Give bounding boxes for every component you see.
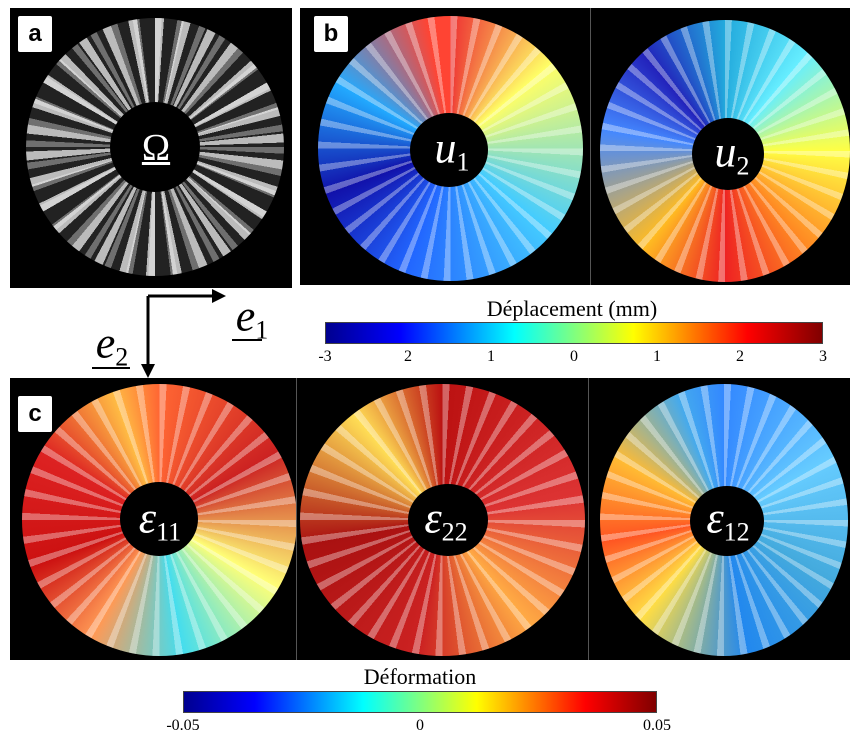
hub — [692, 118, 764, 190]
symbol-base: u — [714, 127, 737, 177]
colorbar-tick-label: -0.05 — [166, 717, 200, 734]
hub — [410, 113, 488, 187]
hub — [408, 484, 488, 556]
symbol-sub: 1 — [255, 315, 269, 345]
colorbar — [325, 322, 823, 344]
hub — [120, 482, 198, 556]
panel-label: c — [18, 396, 52, 432]
symbol-base: ε — [138, 493, 157, 543]
field-map — [22, 384, 297, 656]
colorbar-title: Déformation — [363, 664, 477, 689]
colorbar-tick-label: 0.05 — [643, 717, 671, 734]
symbol-sub: 22 — [441, 517, 468, 547]
symbol-sub: 2 — [736, 151, 750, 181]
colorbar-tick-label: 2 — [736, 348, 744, 365]
panel-a: Ω a — [10, 8, 292, 288]
axis-e1: e1 — [236, 291, 269, 346]
colorbar-tick-label: 0 — [416, 717, 424, 734]
colorbar-tick-label: 1 — [653, 348, 661, 365]
colorbar — [183, 691, 657, 713]
field-symbol: u2 — [715, 127, 750, 182]
colorbar-tick-label: 2 — [404, 348, 412, 365]
rotation-symbol: Ω — [141, 127, 171, 169]
symbol-sub: 2 — [115, 342, 129, 372]
field-symbol: ε11 — [139, 493, 181, 548]
colorbar-tick-label: 3 — [819, 348, 827, 365]
axis-e2: e2 — [96, 318, 129, 373]
symbol-base: ε — [706, 493, 724, 543]
field-symbol: ε22 — [424, 493, 467, 548]
colorbar-title: Déplacement (mm) — [486, 296, 658, 321]
symbol-base: ε — [424, 493, 442, 543]
hub — [110, 102, 200, 192]
symbol-sub: 1 — [456, 147, 470, 177]
colorbar-tick-label: -3 — [318, 348, 332, 365]
symbol-base: e — [95, 318, 116, 368]
hub — [690, 486, 764, 556]
field-symbol: ε12 — [706, 493, 749, 548]
panel-label: a — [18, 16, 52, 52]
symbol-base: u — [434, 123, 457, 173]
panel-label: b — [314, 16, 348, 52]
symbol-base: e — [235, 291, 256, 341]
symbol-sub: 12 — [723, 517, 750, 547]
colorbar-tick-label: 0 — [570, 348, 578, 365]
panel-c: ε11 ε22 ε12 c — [10, 378, 850, 660]
colorbar-tick-label: 1 — [487, 348, 495, 365]
field-map — [300, 384, 585, 656]
field-symbol: u1 — [435, 123, 470, 178]
field-map — [600, 20, 850, 282]
symbol-sub: 11 — [156, 517, 182, 547]
panel-b: u1 u2 b — [300, 8, 850, 285]
